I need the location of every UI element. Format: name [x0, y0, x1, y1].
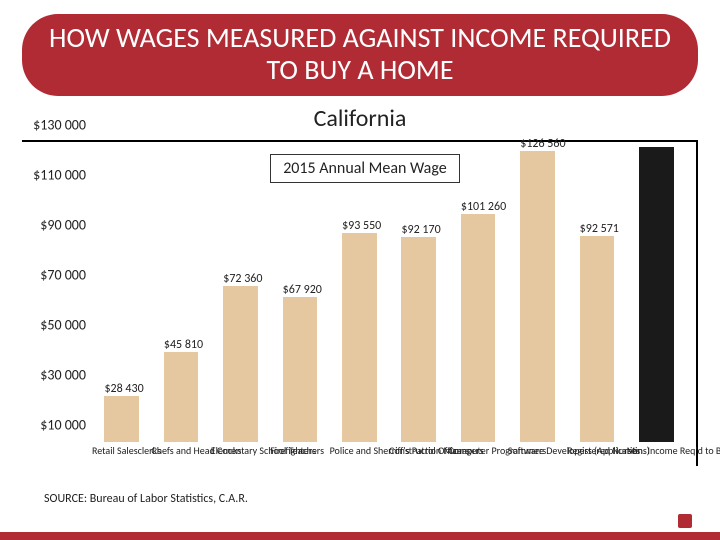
bar-value-label: $67 920 — [283, 283, 317, 297]
bottom-strip — [0, 532, 720, 540]
bar-column: $45 810 — [151, 142, 210, 442]
bar-column: $92 170 — [389, 142, 448, 442]
bar: $67 920 — [283, 297, 317, 442]
bar-column: $93 550 — [330, 142, 389, 442]
bar: $45 810 — [164, 352, 198, 442]
bar-column: $101 260 — [448, 142, 507, 442]
bar — [639, 147, 673, 442]
y-tick-label: $70 000 — [22, 267, 86, 284]
subtitle: California — [0, 104, 720, 133]
legend-label: 2015 Annual Mean Wage — [283, 159, 447, 178]
y-tick-label: $10 000 — [22, 417, 86, 434]
title-bar: HOW WAGES MEASURED AGAINST INCOME REQUIR… — [22, 14, 698, 96]
bar-column: $28 430 — [92, 142, 151, 442]
y-tick-label: $110 000 — [22, 167, 86, 184]
bar-column: $72 360 — [211, 142, 270, 442]
bar-column: $126 560 — [508, 142, 567, 442]
bar-value-label: $45 810 — [164, 338, 198, 352]
bar: $72 360 — [223, 286, 257, 442]
title-text: HOW WAGES MEASURED AGAINST INCOME REQUIR… — [49, 20, 671, 87]
x-tick-label: Firefighters — [270, 444, 316, 457]
bar-column: $67 920 — [270, 142, 329, 442]
bar-column: $92 571 — [567, 142, 626, 442]
bar: $92 170 — [401, 237, 435, 442]
y-axis: $10 000 $30 000 $50 000 $70 000 $90 000 $110 … — [22, 142, 92, 442]
bar: $92 571 — [580, 236, 614, 442]
bar: $28 430 — [104, 396, 138, 442]
legend: 2015 Annual Mean Wage — [270, 154, 460, 183]
x-axis: Retail SalesclerksChefs and Head CooksEl… — [92, 442, 686, 466]
y-tick-label: $50 000 — [22, 317, 86, 334]
bar: $126 560 — [520, 151, 554, 442]
bar-value-label: $72 360 — [223, 272, 257, 286]
bar-value-label: $92 170 — [401, 223, 435, 237]
bar: $93 550 — [342, 233, 376, 442]
bar: $101 260 — [461, 214, 495, 442]
bar-column — [627, 142, 686, 442]
slide: HOW WAGES MEASURED AGAINST INCOME REQUIR… — [0, 0, 720, 540]
bar-value-label: $92 571 — [580, 222, 614, 236]
chart-area: $10 000 $30 000 $50 000 $70 000 $90 000 $110 … — [22, 140, 698, 466]
bar-value-label: $126 560 — [520, 137, 554, 151]
plot-area: $28 430 $45 810 $72 360 $67 920 $93 550 $92 1… — [92, 142, 686, 442]
source-text: SOURCE: Bureau of Labor Statistics, C.A.… — [44, 492, 248, 506]
bar-value-label: $93 550 — [342, 219, 376, 233]
y-tick-label: $30 000 — [22, 367, 86, 384]
y-tick-label: $130 000 — [22, 117, 86, 134]
bar-value-label: $28 430 — [104, 382, 138, 396]
bar-value-label: $101 260 — [461, 200, 495, 214]
y-tick-label: $90 000 — [22, 217, 86, 234]
bottom-dot-icon — [678, 514, 692, 528]
x-tick-label: Min. Income Req'd to Buy a Med. Home — [627, 444, 720, 457]
bars-container: $28 430 $45 810 $72 360 $67 920 $93 550 $92 1… — [92, 142, 686, 442]
